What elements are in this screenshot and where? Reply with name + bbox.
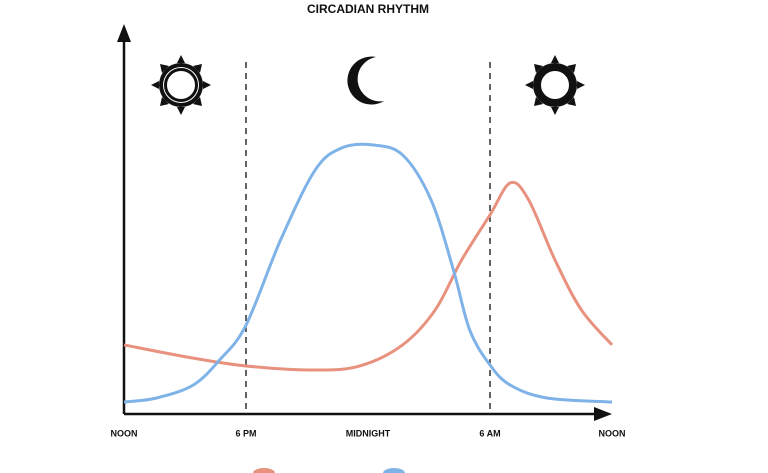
legend-fragment xyxy=(253,468,405,473)
moon-icon xyxy=(347,56,384,105)
series-line xyxy=(123,142,613,404)
x-tick-label: NOON xyxy=(111,428,138,438)
axes xyxy=(117,24,612,421)
sun-icon xyxy=(151,55,211,115)
x-tick-label: MIDNIGHT xyxy=(346,428,391,438)
x-tick-label: NOON xyxy=(599,428,626,438)
series-line xyxy=(123,180,614,372)
x-tick-label: 6 PM xyxy=(235,428,256,438)
sun-icon xyxy=(525,55,585,115)
chart-title: CIRCADIAN RHYTHM xyxy=(307,2,429,16)
x-tick-label: 6 AM xyxy=(479,428,500,438)
